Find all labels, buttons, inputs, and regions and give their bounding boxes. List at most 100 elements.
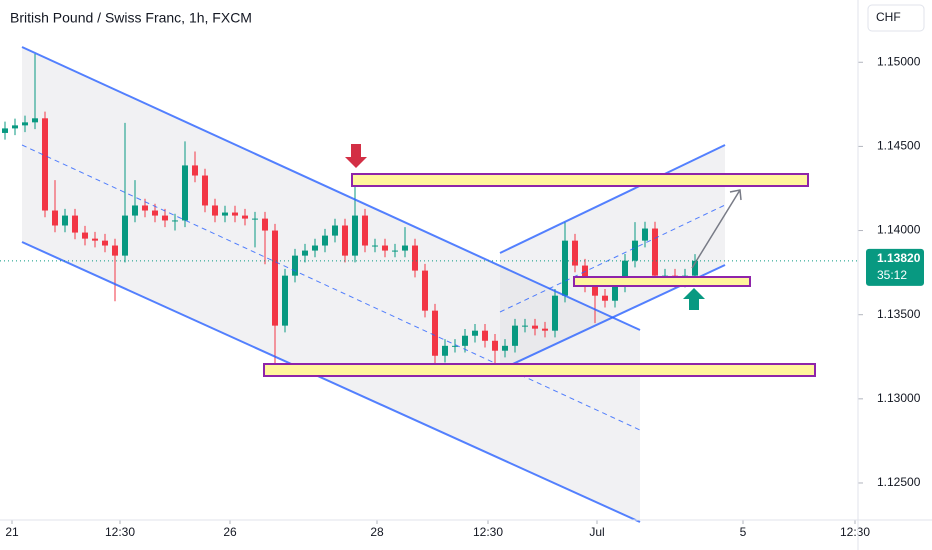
- zone: [263, 363, 816, 377]
- last-price-box: [866, 248, 924, 286]
- y-tick-label: 1.14500: [877, 139, 921, 153]
- candle-body: [322, 235, 328, 246]
- y-tick-label: 1.13000: [877, 391, 921, 405]
- y-tick-label: 1.12500: [877, 475, 921, 489]
- candle-body: [352, 215, 358, 256]
- candle-body: [342, 225, 348, 256]
- candle-body: [512, 325, 518, 346]
- candle-body: [612, 285, 618, 301]
- candle-body: [102, 240, 108, 246]
- candle-body: [82, 232, 88, 239]
- candle-body: [452, 345, 458, 347]
- candle-body: [312, 245, 318, 251]
- up-arrow: [683, 288, 705, 310]
- candle-body: [432, 310, 438, 356]
- candle-body: [162, 215, 168, 221]
- candle-body: [542, 328, 548, 331]
- channel-line: [499, 144, 726, 254]
- projection-arrow: [691, 189, 741, 269]
- candle-body: [192, 165, 198, 176]
- candle-body: [182, 165, 188, 221]
- candle-body: [692, 260, 698, 276]
- candle-body: [212, 205, 218, 216]
- axes: 1.12500 1.13000 1.13500 1.14000 1.14500 1.150…: [5, 54, 920, 539]
- candle-body: [12, 125, 18, 129]
- candle-body: [2, 128, 8, 133]
- candle-body: [302, 250, 308, 256]
- candle-body: [412, 245, 418, 271]
- candle-body: [652, 228, 658, 276]
- x-tick-label: 12:30: [473, 525, 503, 539]
- candle-body: [42, 118, 48, 211]
- candle-body: [272, 230, 278, 326]
- x-tick-label: 26: [223, 525, 237, 539]
- candle-body: [262, 218, 268, 231]
- candle-body: [472, 330, 478, 336]
- candle-body: [602, 295, 608, 301]
- x-tick-label: Jul: [589, 525, 604, 539]
- channel-mid: [21, 144, 641, 431]
- y-tick-label: 1.15000: [877, 54, 921, 68]
- candle-body: [482, 330, 488, 341]
- candle-body: [382, 245, 388, 251]
- candle-body: [292, 255, 298, 276]
- x-tick-label: 28: [370, 525, 384, 539]
- candle-body: [462, 335, 468, 346]
- candle-body: [572, 240, 578, 266]
- candle-body: [582, 265, 588, 286]
- candle-body: [92, 238, 98, 241]
- candle-body: [52, 210, 58, 226]
- candle-body: [62, 215, 68, 226]
- candle-body: [132, 205, 138, 216]
- candle-body: [242, 215, 248, 219]
- candle-body: [232, 212, 238, 216]
- candle-body: [422, 270, 428, 311]
- candle-body: [22, 122, 28, 126]
- candle-body: [142, 205, 148, 211]
- projection-arrowhead: [729, 189, 742, 201]
- x-tick-label: 12:30: [105, 525, 135, 539]
- chart-title: British Pound / Swiss Franc, 1h, FXCM: [10, 10, 252, 26]
- currency-button[interactable]: [867, 4, 925, 32]
- currency[interactable]: CHF: [876, 10, 901, 24]
- candle-body: [642, 228, 648, 241]
- candle-body: [392, 250, 398, 252]
- last-price-label: 1.13820: [877, 251, 921, 265]
- candle-body: [632, 240, 638, 261]
- x-tick-label: 5: [740, 525, 747, 539]
- channel-mid: [499, 204, 726, 313]
- candle-body: [442, 345, 448, 356]
- drawings: [21, 46, 816, 523]
- candle-body: [362, 215, 368, 246]
- x-tick-label: 21: [5, 525, 19, 539]
- candle-body: [332, 225, 338, 236]
- candle-body: [112, 245, 118, 256]
- candle-body: [282, 275, 288, 326]
- candle-body: [552, 295, 558, 331]
- candle-body: [502, 345, 508, 351]
- candle-body: [622, 260, 628, 286]
- candle-body: [222, 212, 228, 216]
- candle-body: [522, 325, 528, 327]
- candle-body: [152, 210, 158, 216]
- x-tick-label: 12:30: [840, 525, 870, 539]
- candle-body: [402, 245, 408, 251]
- candle-body: [592, 285, 598, 296]
- zone: [573, 276, 751, 287]
- channel-fill: [22, 47, 640, 522]
- candle-body: [122, 215, 128, 256]
- candle-body: [32, 118, 38, 123]
- candle-body: [202, 175, 208, 206]
- channel-line: [21, 241, 641, 523]
- y-tick-label: 1.14000: [877, 223, 921, 237]
- channel-line: [21, 46, 641, 331]
- last-price: 1.13820 35:12: [0, 248, 924, 286]
- candle-body: [492, 340, 498, 351]
- candle-body: [562, 240, 568, 296]
- zone: [351, 173, 809, 187]
- candle-body: [172, 220, 178, 222]
- candle-body: [72, 215, 78, 233]
- candle-body: [532, 325, 538, 329]
